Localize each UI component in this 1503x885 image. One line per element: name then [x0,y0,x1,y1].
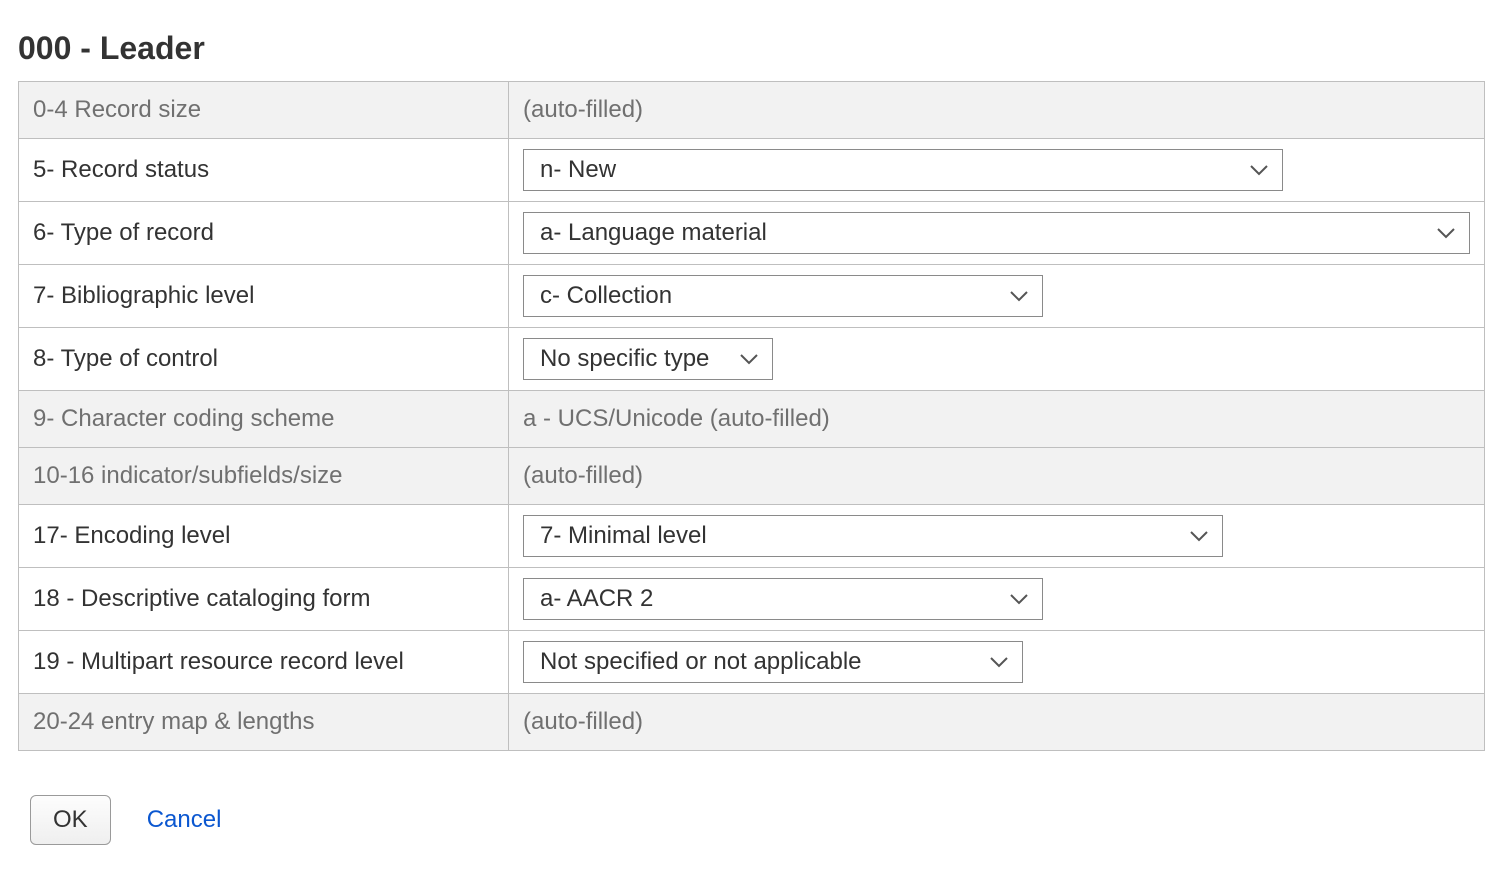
page-title: 000 - Leader [18,30,1485,67]
label-record-status: 5- Record status [19,139,509,202]
label-entry-map-lengths: 20-24 entry map & lengths [19,694,509,751]
select-descriptive-cataloging-form-value: a- AACR 2 [540,585,653,613]
label-record-size: 0-4 Record size [19,82,509,139]
label-char-coding-scheme: 9- Character coding scheme [19,391,509,448]
label-type-of-record: 6- Type of record [19,202,509,265]
select-type-of-control-value: No specific type [540,345,709,373]
row-bibliographic-level: 7- Bibliographic level c- Collection [19,265,1485,328]
select-record-status-value: n- New [540,156,616,184]
value-entry-map-lengths: (auto-filled) [509,694,1485,751]
label-descriptive-cataloging-form: 18 - Descriptive cataloging form [19,568,509,631]
select-descriptive-cataloging-form[interactable]: a- AACR 2 [523,578,1043,620]
leader-table: 0-4 Record size (auto-filled) 5- Record … [18,81,1485,751]
label-encoding-level: 17- Encoding level [19,505,509,568]
row-type-of-control: 8- Type of control No specific type [19,328,1485,391]
chevron-down-icon [1010,593,1028,605]
chevron-down-icon [740,353,758,365]
select-bibliographic-level-value: c- Collection [540,282,672,310]
chevron-down-icon [1010,290,1028,302]
chevron-down-icon [1250,164,1268,176]
select-multipart-resource-level-value: Not specified or not applicable [540,648,862,676]
leader-table-body: 0-4 Record size (auto-filled) 5- Record … [19,82,1485,751]
row-multipart-resource-level: 19 - Multipart resource record level Not… [19,631,1485,694]
row-descriptive-cataloging-form: 18 - Descriptive cataloging form a- AACR… [19,568,1485,631]
label-multipart-resource-level: 19 - Multipart resource record level [19,631,509,694]
actions-bar: OK Cancel [18,795,1485,845]
row-type-of-record: 6- Type of record a- Language material [19,202,1485,265]
label-type-of-control: 8- Type of control [19,328,509,391]
value-indicator-subfields-size: (auto-filled) [509,448,1485,505]
row-indicator-subfields-size: 10-16 indicator/subfields/size (auto-fil… [19,448,1485,505]
select-multipart-resource-level[interactable]: Not specified or not applicable [523,641,1023,683]
leader-editor: 000 - Leader 0-4 Record size (auto-fille… [0,0,1503,885]
cancel-link[interactable]: Cancel [147,806,222,834]
value-record-size: (auto-filled) [509,82,1485,139]
row-char-coding-scheme: 9- Character coding scheme a - UCS/Unico… [19,391,1485,448]
chevron-down-icon [990,656,1008,668]
ok-button[interactable]: OK [30,795,111,845]
select-encoding-level[interactable]: 7- Minimal level [523,515,1223,557]
value-char-coding-scheme: a - UCS/Unicode (auto-filled) [509,391,1485,448]
select-bibliographic-level[interactable]: c- Collection [523,275,1043,317]
select-type-of-control[interactable]: No specific type [523,338,773,380]
row-record-status: 5- Record status n- New [19,139,1485,202]
label-indicator-subfields-size: 10-16 indicator/subfields/size [19,448,509,505]
select-record-status[interactable]: n- New [523,149,1283,191]
chevron-down-icon [1437,227,1455,239]
chevron-down-icon [1190,530,1208,542]
label-bibliographic-level: 7- Bibliographic level [19,265,509,328]
row-entry-map-lengths: 20-24 entry map & lengths (auto-filled) [19,694,1485,751]
select-encoding-level-value: 7- Minimal level [540,522,707,550]
row-encoding-level: 17- Encoding level 7- Minimal level [19,505,1485,568]
select-type-of-record-value: a- Language material [540,219,767,247]
select-type-of-record[interactable]: a- Language material [523,212,1470,254]
row-record-size: 0-4 Record size (auto-filled) [19,82,1485,139]
